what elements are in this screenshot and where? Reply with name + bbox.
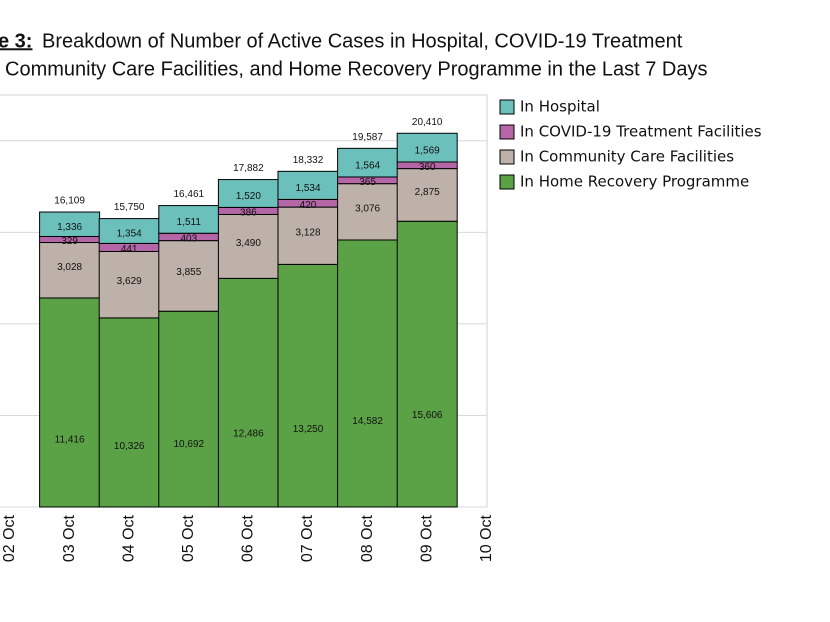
legend-label: In Hospital: [520, 98, 600, 116]
data-label: 3,629: [117, 276, 142, 287]
bar-segment: [396, 168, 458, 222]
data-label: 403: [180, 234, 197, 245]
data-label: 11,416: [55, 435, 85, 446]
figure-label: e 3:: [0, 30, 32, 52]
data-label: 1,354: [117, 229, 142, 240]
legend-label: In COVID-19 Treatment Facilities: [520, 123, 762, 141]
bar-segment: [217, 277, 279, 508]
total-label: 16,461: [174, 189, 205, 200]
bar-segment: [98, 218, 160, 244]
bar-segment: [396, 220, 458, 508]
bar-segment: [39, 297, 101, 508]
legend-label: In Home Recovery Programme: [520, 173, 749, 191]
x-tick-label: 06 Oct: [240, 514, 257, 562]
x-tick-label: 07 Oct: [299, 514, 316, 562]
total-label: 20,410: [412, 117, 443, 128]
bar-segment: [39, 242, 101, 299]
data-label: 1,511: [177, 217, 202, 228]
data-label: 2,875: [415, 187, 440, 198]
data-label: 329: [61, 236, 78, 247]
legend-swatch: [499, 149, 515, 165]
x-tick-label: 09 Oct: [418, 514, 435, 562]
bar-segment: [337, 183, 399, 241]
bar-segment: [396, 132, 458, 163]
data-label: 365: [359, 177, 376, 188]
total-label: 19,587: [352, 132, 383, 143]
bar-segment: [158, 310, 220, 508]
data-label: 15,606: [412, 410, 443, 421]
data-label: 420: [300, 200, 317, 211]
chart-title: Community Care Facilities, and Home Reco…: [5, 58, 707, 80]
data-label: 3,128: [295, 228, 320, 239]
data-label: 12,486: [233, 428, 264, 439]
bar-segment: [277, 170, 339, 200]
x-tick-label: 04 Oct: [120, 514, 137, 562]
bar-segment: [277, 206, 339, 265]
x-tick-label: 05 Oct: [180, 514, 197, 562]
data-label: 3,855: [176, 267, 201, 278]
total-label: 18,332: [293, 155, 324, 166]
bar-segment: [98, 317, 160, 508]
legend-swatch: [499, 99, 515, 115]
data-label: 3,076: [355, 204, 380, 215]
x-tick-label: 02 Oct: [1, 514, 18, 562]
bar-segment: [337, 147, 399, 178]
data-label: 1,520: [236, 191, 261, 202]
total-label: 17,882: [233, 163, 264, 174]
bar-segment: [39, 211, 101, 237]
legend-swatch: [499, 174, 515, 190]
bar-segment: [158, 205, 220, 234]
data-label: 360: [419, 162, 436, 173]
data-label: 386: [240, 208, 257, 219]
data-label: 1,564: [355, 160, 380, 171]
data-label: 3,028: [57, 262, 82, 273]
chart-title: Breakdown of Number of Active Cases in H…: [42, 30, 683, 52]
bar-segment: [337, 239, 399, 508]
bar-segment: [217, 179, 279, 208]
data-label: 10,692: [174, 439, 205, 450]
x-tick-label: 03 Oct: [61, 514, 78, 562]
data-label: 1,534: [295, 183, 320, 194]
x-tick-label: 08 Oct: [359, 514, 376, 562]
x-tick-label: 10 Oct: [478, 514, 495, 562]
data-label: 14,582: [352, 416, 383, 427]
data-label: 441: [121, 244, 138, 255]
data-label: 3,490: [236, 238, 261, 249]
data-label: 13,250: [293, 424, 324, 435]
data-label: 10,326: [114, 441, 145, 452]
total-label: 16,109: [54, 196, 85, 207]
legend-swatch: [499, 124, 515, 140]
data-label: 1,569: [415, 145, 440, 156]
bar-segment: [277, 263, 339, 508]
legend-label: In Community Care Facilities: [520, 148, 734, 166]
data-label: 1,336: [57, 222, 82, 233]
total-label: 15,750: [114, 202, 145, 213]
